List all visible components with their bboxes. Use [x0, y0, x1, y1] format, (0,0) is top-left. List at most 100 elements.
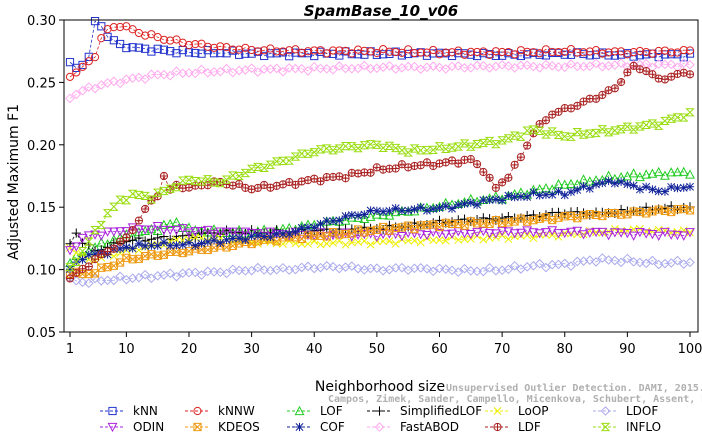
data-point-ldf: [679, 68, 688, 77]
data-point-cof: [566, 187, 576, 197]
data-point-ldf: [516, 153, 526, 162]
data-point-inflo: [278, 156, 288, 165]
y-tick-label: 0.20: [27, 139, 56, 154]
data-point-odin: [465, 229, 476, 240]
data-point-odin: [641, 229, 652, 239]
data-point-ldf: [316, 177, 325, 186]
data-point-ldof: [321, 261, 332, 271]
data-point-knn: [65, 58, 75, 67]
data-point-inflo: [209, 178, 219, 187]
y-axis-title: Adjusted Maximum F1: [6, 104, 22, 260]
data-point-knnw: [604, 48, 613, 57]
data-point-ldof: [115, 271, 125, 282]
data-point-inflo: [102, 209, 113, 218]
data-point-inflo: [685, 108, 695, 117]
data-point-odin: [541, 228, 551, 238]
data-point-knnw: [109, 23, 118, 32]
data-point-cof: [416, 203, 425, 212]
legend-marker-ldof: [600, 406, 611, 416]
series-knnw: [65, 22, 695, 81]
data-point-cof: [366, 206, 375, 215]
legend-item-ldf: LDF: [485, 420, 541, 434]
data-point-lof: [165, 218, 176, 229]
legend-item-loop: LoOP: [485, 404, 549, 418]
data-point-lof: [371, 209, 382, 219]
data-point-cof: [191, 241, 200, 250]
data-point-cof: [435, 203, 444, 212]
data-point-fastabod: [685, 59, 695, 70]
data-point-inflo: [127, 189, 138, 198]
data-point-inflo: [165, 184, 176, 193]
data-point-ldof: [253, 262, 263, 273]
data-point-odin: [422, 230, 432, 241]
data-point-inflo: [134, 190, 144, 200]
watermark: Unsupervised Outlier Detection. DAMI, 20…: [328, 382, 702, 405]
data-point-inflo: [660, 116, 670, 126]
data-point-cof: [541, 190, 551, 199]
data-point-inflo: [115, 195, 125, 204]
data-point-knnw: [591, 46, 601, 55]
data-point-inflo: [509, 131, 520, 140]
data-point-inflo: [591, 128, 601, 138]
data-point-knn: [516, 51, 526, 61]
data-point-ldf: [598, 90, 607, 100]
data-point-ldof: [603, 255, 614, 265]
legend-item-kdeos: KDEOS: [185, 420, 260, 434]
data-point-knnw: [209, 43, 219, 52]
data-point-knn: [328, 49, 338, 58]
data-point-ldof: [566, 261, 576, 271]
data-point-fastabod: [541, 59, 551, 70]
data-point-inflo: [309, 148, 320, 157]
data-point-knn: [397, 51, 407, 60]
data-point-loop: [429, 236, 438, 245]
data-point-knn: [166, 47, 175, 56]
data-point-cof: [379, 207, 388, 216]
data-point-fastabod: [653, 59, 664, 69]
data-point-odin: [177, 224, 188, 234]
data-point-knnw: [97, 34, 106, 43]
data-point-knnw: [272, 47, 281, 56]
data-point-odin: [133, 225, 144, 235]
data-point-odin: [221, 227, 232, 238]
data-point-knnw: [228, 45, 237, 54]
data-point-fastabod: [409, 61, 420, 72]
data-point-ldof: [628, 257, 639, 267]
data-point-odin: [190, 227, 201, 237]
data-point-fastabod: [660, 59, 670, 70]
data-point-cof: [685, 182, 695, 191]
data-point-fastabod: [553, 62, 564, 72]
data-point-odin: [265, 227, 276, 237]
data-point-fastabod: [666, 59, 677, 70]
data-point-fastabod: [572, 61, 583, 72]
data-point-fastabod: [152, 69, 163, 80]
data-point-inflo: [184, 175, 194, 184]
data-point-odin: [503, 227, 514, 237]
y-tick-label: 0.10: [27, 264, 56, 279]
data-point-ldf: [491, 183, 500, 193]
data-point-inflo: [616, 125, 626, 134]
legend-item-knn: kNN: [100, 404, 158, 418]
data-point-lof: [672, 166, 683, 177]
data-point-cof: [316, 219, 325, 229]
x-tick-label: 80: [556, 342, 573, 357]
data-point-odin: [159, 225, 169, 236]
data-point-odin: [83, 231, 94, 241]
data-point-fastabod: [290, 63, 301, 74]
x-tick-label: 20: [181, 342, 198, 357]
data-point-ldof: [278, 262, 288, 273]
data-point-ldof: [478, 266, 489, 277]
data-point-simplifiedlof: [503, 211, 513, 222]
legend-marker-fastabod: [374, 422, 385, 432]
data-point-knnw: [479, 47, 488, 56]
data-point-cof: [498, 196, 507, 205]
data-point-ldof: [447, 265, 457, 276]
data-point-ldof: [234, 265, 244, 276]
data-point-inflo: [622, 122, 633, 131]
data-point-odin: [108, 227, 119, 237]
data-point-loop: [191, 233, 200, 242]
data-point-inflo: [672, 113, 683, 122]
data-point-inflo: [635, 122, 645, 131]
data-point-ldof: [484, 262, 495, 273]
data-point-lof: [378, 209, 389, 220]
data-point-knn: [159, 45, 169, 54]
